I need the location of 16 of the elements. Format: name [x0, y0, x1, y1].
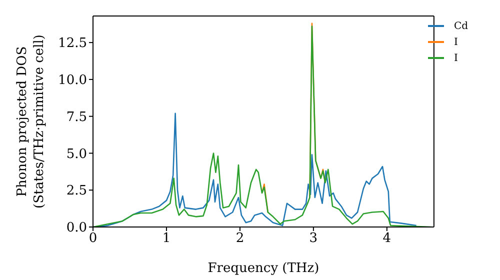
x-tick-label: 0 — [88, 231, 98, 246]
legend-label: Cd — [454, 20, 468, 32]
x-tick-label: 3 — [309, 231, 318, 246]
legend-label: I — [454, 52, 458, 64]
y-tick-label: 2.5 — [66, 184, 87, 199]
y-tick-label: 10.0 — [58, 73, 87, 88]
x-tick-label: 2 — [236, 231, 244, 246]
x-tick-label: 4 — [382, 231, 392, 246]
y-tick-label: 0.0 — [66, 220, 87, 236]
y-tick-label: 7.5 — [66, 110, 87, 125]
y-tick-label: 5.0 — [66, 146, 87, 162]
x-axis-title: Frequency (THz) — [208, 261, 320, 276]
y-tick-label: 12.5 — [58, 36, 87, 52]
y-axis-title: Phonon projected DOS (States/THz·primitive cell) — [15, 34, 47, 209]
legend-label: I — [454, 36, 458, 48]
x-tick-label: 1 — [162, 231, 171, 246]
